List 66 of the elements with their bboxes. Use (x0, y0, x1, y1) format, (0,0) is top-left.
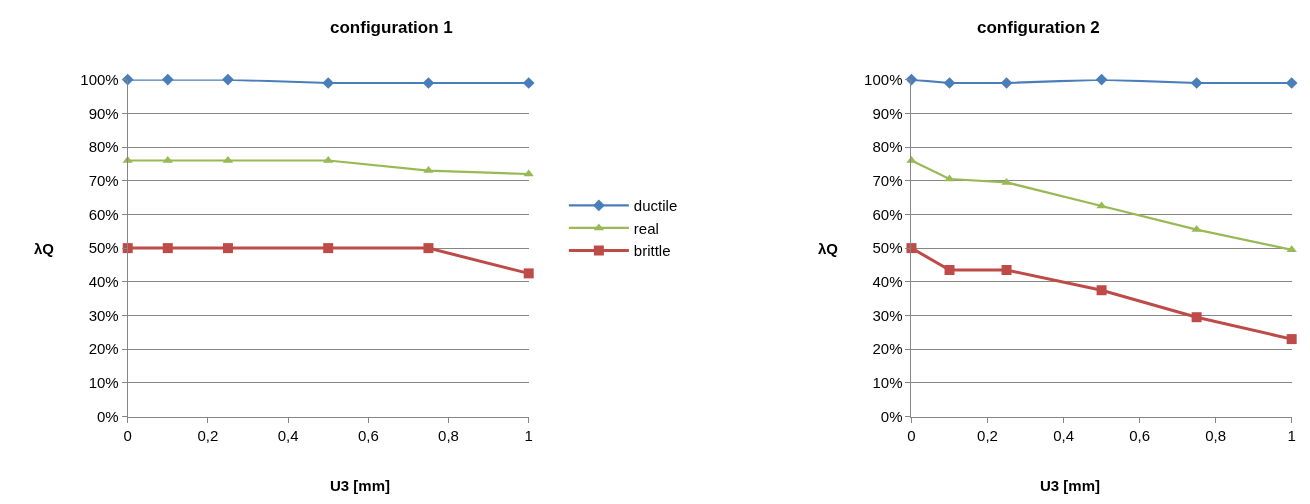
x-tick-label: 0,2 (977, 426, 998, 444)
y-tick-label: 0% (97, 407, 119, 425)
point (1286, 245, 1297, 253)
point (162, 243, 173, 254)
point (1096, 285, 1107, 296)
point (523, 169, 534, 177)
point (161, 73, 174, 86)
point (1095, 73, 1108, 86)
x-tick-label: 0,2 (197, 426, 219, 444)
legend-label: real (633, 219, 659, 237)
x-tick-label: 0,4 (1053, 426, 1074, 444)
y-tick-label: 80% (88, 138, 119, 156)
y-tick-label: 60% (872, 205, 903, 223)
legend-label: ductile (633, 197, 678, 215)
y-axis-title: λQ (818, 240, 839, 257)
x-tick-label: 1 (524, 426, 533, 444)
point (943, 77, 956, 89)
point (1001, 177, 1012, 185)
point (1286, 334, 1297, 345)
point (323, 243, 334, 254)
y-tick-label: 60% (88, 205, 119, 223)
point (944, 174, 955, 182)
point (1190, 77, 1203, 89)
y-tick-label: 30% (872, 306, 903, 324)
y-tick-label: 30% (88, 306, 119, 324)
y-tick-label: 20% (88, 340, 119, 358)
y-tick-label: 80% (872, 138, 903, 156)
chart-title: configuration 1 (330, 18, 453, 37)
y-tick-label: 50% (88, 239, 119, 257)
y-tick-label: 90% (872, 104, 903, 122)
y-tick-label: 10% (872, 374, 903, 392)
x-axis-title: U3 [mm] (330, 477, 391, 494)
x-tick-label: 0 (907, 426, 916, 444)
x-tick-label: 0,6 (1129, 426, 1151, 444)
y-tick-label: 10% (88, 374, 119, 392)
x-tick-label: 0,6 (357, 426, 379, 444)
chart-title: configuration 2 (977, 18, 1100, 37)
y-tick-label: 70% (872, 171, 903, 189)
y-tick-label: 40% (872, 273, 903, 291)
point (944, 265, 955, 276)
point (222, 243, 233, 254)
point (323, 155, 334, 163)
point (222, 73, 234, 86)
point (1096, 201, 1107, 209)
y-tick-label: 50% (872, 239, 903, 257)
point (523, 268, 534, 279)
point (162, 155, 173, 163)
point (1001, 265, 1012, 276)
y-tick-label: 0% (880, 407, 903, 425)
x-tick-label: 0 (123, 426, 132, 444)
y-tick-label: 100% (80, 70, 119, 88)
legend-label: brittle (633, 242, 671, 260)
point (1191, 312, 1202, 323)
x-tick-label: 0,8 (1205, 426, 1227, 444)
y-tick-label: 100% (864, 70, 903, 88)
y-tick-label: 40% (88, 273, 119, 291)
y-tick-label: 70% (88, 171, 119, 189)
y-axis-title: λQ (34, 240, 55, 257)
x-tick-label: 0,4 (277, 426, 299, 444)
point (423, 243, 434, 254)
x-tick-label: 1 (1287, 426, 1296, 444)
y-tick-label: 90% (88, 104, 119, 122)
x-axis-title: U3 [mm] (1040, 477, 1101, 494)
y-tick-label: 20% (872, 340, 903, 358)
point (1000, 77, 1013, 89)
x-tick-label: 0,8 (438, 426, 459, 444)
